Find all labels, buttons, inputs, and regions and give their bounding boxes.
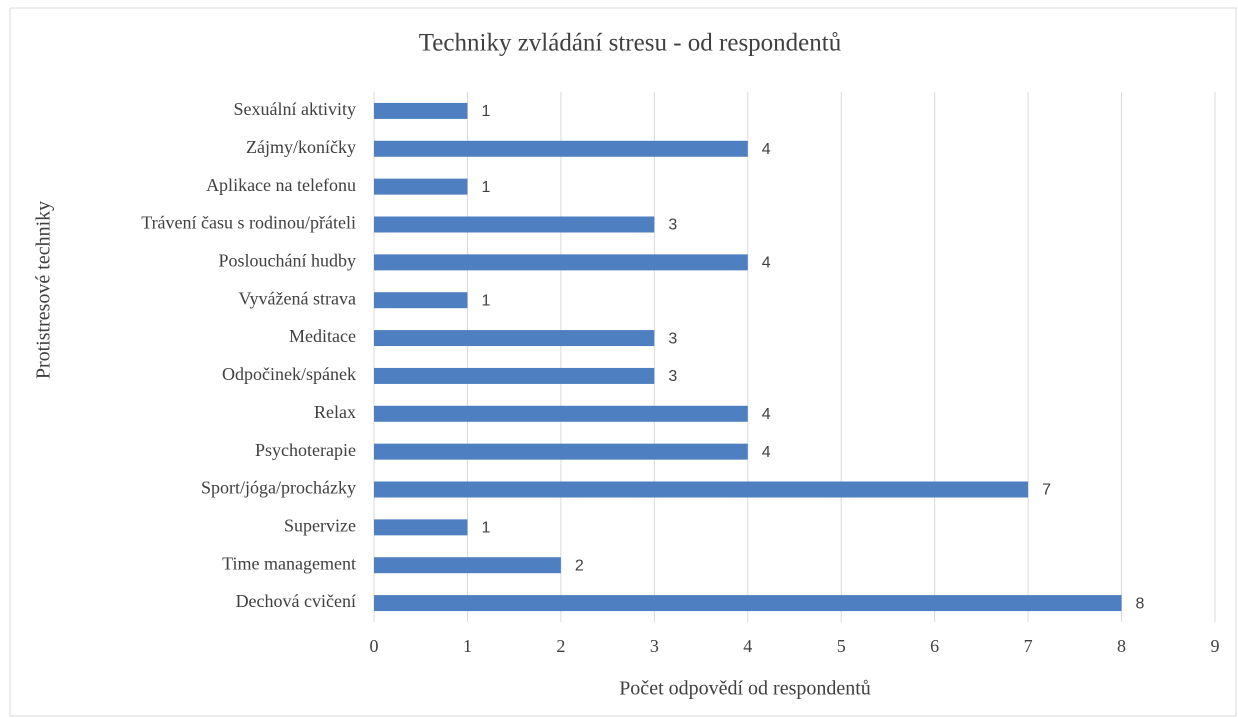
data-label: 3 <box>668 330 677 347</box>
y-tick-label: Trávení času s rodinou/přáteli <box>141 213 356 233</box>
y-tick-label: Aplikace na telefonu <box>206 175 356 195</box>
bar <box>374 557 561 574</box>
data-label: 8 <box>1136 595 1145 612</box>
x-tick-label: 4 <box>743 636 752 656</box>
bar <box>374 216 655 233</box>
y-tick-label: Meditace <box>289 326 356 346</box>
bar <box>374 292 468 309</box>
x-tick-label: 2 <box>556 636 565 656</box>
bar <box>374 481 1029 498</box>
y-tick-label: Psychoterapie <box>255 440 356 460</box>
data-label: 4 <box>762 255 771 272</box>
x-tick-label: 8 <box>1117 636 1126 656</box>
bar <box>374 178 468 195</box>
data-label: 1 <box>481 179 490 196</box>
bar <box>374 595 1122 612</box>
data-label: 4 <box>762 406 771 423</box>
bar <box>374 330 655 347</box>
bar <box>374 367 655 384</box>
y-tick-label: Sport/jóga/procházky <box>201 478 356 498</box>
x-tick-label: 7 <box>1024 636 1033 656</box>
data-label: 3 <box>668 217 677 234</box>
data-label: 4 <box>762 444 771 461</box>
x-tick-label: 0 <box>370 636 379 656</box>
data-label: 1 <box>481 292 490 309</box>
bar <box>374 519 468 536</box>
y-axis-title: Protistresové techniky <box>33 201 55 379</box>
bar <box>374 405 748 422</box>
x-axis-title: Počet odpovědí od respondentů <box>619 678 871 700</box>
data-label: 4 <box>762 141 771 158</box>
bar <box>374 443 748 460</box>
y-tick-label: Poslouchání hudby <box>219 250 357 270</box>
y-tick-label: Zájmy/koníčky <box>246 137 356 157</box>
y-tick-label: Time management <box>222 553 356 573</box>
chart-title: Techniky zvládání stresu - od respondent… <box>419 30 842 57</box>
x-tick-label: 1 <box>463 636 472 656</box>
data-label: 3 <box>668 368 677 385</box>
data-label: 1 <box>481 103 490 120</box>
bar <box>374 102 468 119</box>
bar <box>374 140 748 157</box>
x-tick-label: 3 <box>650 636 659 656</box>
y-tick-label: Dechová cvičení <box>236 591 356 611</box>
y-tick-label: Relax <box>314 402 356 422</box>
data-label: 1 <box>481 520 490 537</box>
data-label: 2 <box>575 557 584 574</box>
x-tick-label: 6 <box>930 636 939 656</box>
x-tick-label: 9 <box>1211 636 1220 656</box>
data-label: 7 <box>1042 482 1051 499</box>
bar <box>374 254 748 271</box>
x-tick-label: 5 <box>837 636 846 656</box>
y-tick-label: Vyvážená strava <box>239 288 356 308</box>
y-tick-label: Supervize <box>284 515 356 535</box>
y-tick-label: Sexuální aktivity <box>234 99 356 119</box>
y-tick-label: Odpočinek/spánek <box>222 364 356 384</box>
